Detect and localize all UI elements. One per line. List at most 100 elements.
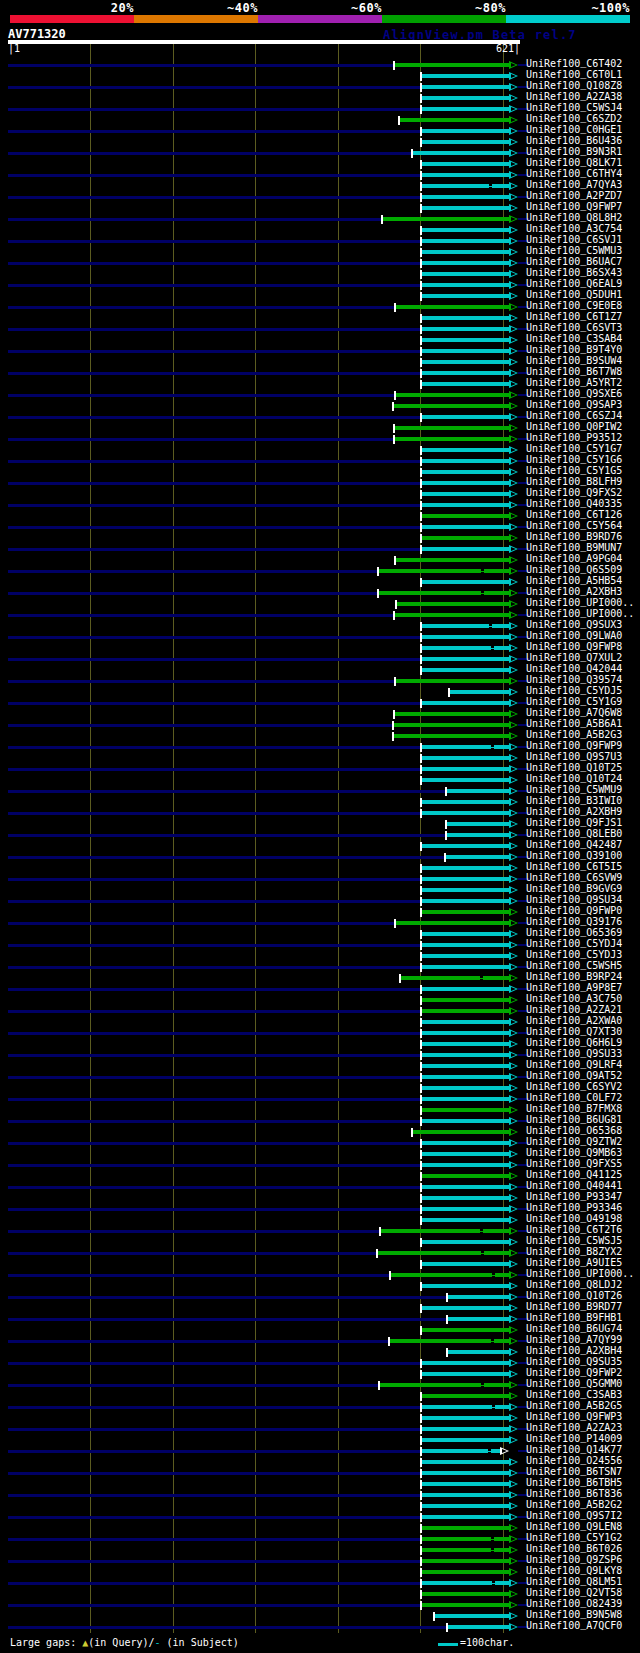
hit-label[interactable]: UniRef100_Q9ZTW2 <box>526 1137 622 1147</box>
hit-bar[interactable] <box>422 1493 509 1497</box>
hit-label[interactable]: UniRef100_A5B2G5 <box>526 1401 622 1411</box>
hit-label[interactable]: UniRef100_A5YRT2 <box>526 378 622 388</box>
hit-label[interactable]: UniRef100_C5YDJ3 <box>526 950 622 960</box>
hit-label[interactable]: UniRef100_A2ZA38 <box>526 92 622 102</box>
hit-bar[interactable] <box>394 734 509 738</box>
hit-bar[interactable] <box>395 613 509 617</box>
hit-label[interactable]: UniRef100_C9E0E8 <box>526 301 622 311</box>
hit-label[interactable]: UniRef100_C3SAB3 <box>526 1390 622 1400</box>
hit-label[interactable]: UniRef100_Q8LK71 <box>526 158 622 168</box>
hit-label[interactable]: UniRef100_C5WMU3 <box>526 246 622 256</box>
hit-bar[interactable] <box>422 1306 509 1310</box>
hit-label[interactable]: UniRef100_A2XBH9 <box>526 807 622 817</box>
hit-bar[interactable] <box>422 294 509 298</box>
hit-bar[interactable] <box>422 1075 509 1079</box>
hit-bar[interactable] <box>422 1185 509 1189</box>
hit-bar[interactable] <box>422 1031 509 1035</box>
hit-label[interactable]: UniRef100_B6UG74 <box>526 1324 622 1334</box>
hit-bar[interactable] <box>422 1119 509 1123</box>
hit-bar[interactable] <box>422 107 509 111</box>
hit-label[interactable]: UniRef100_Q9FWP8 <box>526 642 622 652</box>
hit-label[interactable]: UniRef100_Q10T24 <box>526 774 622 784</box>
hit-label[interactable]: UniRef100_B7FMX8 <box>526 1104 622 1114</box>
hit-bar[interactable] <box>422 1020 509 1024</box>
hit-bar[interactable] <box>450 690 509 694</box>
hit-bar[interactable] <box>422 547 509 551</box>
hit-label[interactable]: UniRef100_Q8LDJ2 <box>526 1280 622 1290</box>
hit-label[interactable]: UniRef100_Q9S7I2 <box>526 1511 622 1521</box>
hit-label[interactable]: UniRef100_Q9ZSP6 <box>526 1555 622 1565</box>
hit-label[interactable]: UniRef100_Q10T26 <box>526 1291 622 1301</box>
hit-bar[interactable] <box>396 305 509 309</box>
hit-bar[interactable] <box>422 646 509 650</box>
hit-label[interactable]: UniRef100_Q7XUL2 <box>526 653 622 663</box>
hit-bar[interactable] <box>422 943 509 947</box>
hit-label[interactable]: UniRef100_A7Q6W8 <box>526 708 622 718</box>
hit-label[interactable]: UniRef100_A9P8E7 <box>526 983 622 993</box>
hit-bar[interactable] <box>422 998 509 1002</box>
hit-bar[interactable] <box>422 1086 509 1090</box>
hit-label[interactable]: UniRef100_Q9FXS5 <box>526 1159 622 1169</box>
hit-label[interactable]: UniRef100_A5HB54 <box>526 576 622 586</box>
hit-bar[interactable] <box>422 932 509 936</box>
hit-label[interactable]: UniRef100_Q9S7U3 <box>526 752 622 762</box>
hit-bar[interactable] <box>422 1460 509 1464</box>
hit-label[interactable]: UniRef100_Q6H6L9 <box>526 1038 622 1048</box>
hit-bar[interactable] <box>422 184 509 188</box>
hit-label[interactable]: UniRef100_C5WSJ4 <box>526 103 622 113</box>
hit-label[interactable]: UniRef100_Q9FWP7 <box>526 202 622 212</box>
hit-bar[interactable] <box>422 503 509 507</box>
hit-label[interactable]: UniRef100_C5YDJ5 <box>526 686 622 696</box>
hit-label[interactable]: UniRef100_C6SZJ4 <box>526 411 622 421</box>
hit-bar[interactable] <box>422 1064 509 1068</box>
hit-label[interactable]: UniRef100_B9MUN7 <box>526 543 622 553</box>
hit-bar[interactable] <box>422 888 509 892</box>
hit-label[interactable]: UniRef100_C6T5I5 <box>526 862 622 872</box>
hit-label[interactable]: UniRef100_A7QCF0 <box>526 1621 622 1631</box>
hit-label[interactable]: UniRef100_Q42044 <box>526 664 622 674</box>
hit-bar[interactable] <box>422 1174 509 1178</box>
hit-label[interactable]: UniRef100_Q7XT30 <box>526 1027 622 1037</box>
hit-bar[interactable] <box>422 987 509 991</box>
hit-bar[interactable] <box>396 679 509 683</box>
hit-bar[interactable] <box>396 558 509 562</box>
hit-label[interactable]: UniRef100_A5B2G3 <box>526 730 622 740</box>
hit-bar[interactable] <box>422 261 509 265</box>
hit-bar[interactable] <box>448 1295 509 1299</box>
hit-bar[interactable] <box>447 822 509 826</box>
hit-bar[interactable] <box>422 1592 509 1596</box>
hit-bar[interactable] <box>422 1559 509 1563</box>
hit-label[interactable]: UniRef100_A5B2G2 <box>526 1500 622 1510</box>
hit-bar[interactable] <box>422 1471 509 1475</box>
hit-label[interactable]: UniRef100_Q9SU34 <box>526 895 622 905</box>
hit-bar[interactable] <box>422 316 509 320</box>
hit-bar[interactable] <box>422 1218 509 1222</box>
hit-label[interactable]: UniRef100_B9T4Y0 <box>526 345 622 355</box>
hit-label[interactable]: UniRef100_Q2VT58 <box>526 1588 622 1598</box>
hit-bar[interactable] <box>422 910 509 914</box>
hit-bar[interactable] <box>395 437 509 441</box>
hit-bar[interactable] <box>422 1427 509 1431</box>
hit-bar[interactable] <box>422 1570 509 1574</box>
hit-bar[interactable] <box>422 1416 509 1420</box>
hit-label[interactable]: UniRef100_Q39100 <box>526 851 622 861</box>
hit-bar[interactable] <box>422 1504 509 1508</box>
hit-bar[interactable] <box>422 624 509 628</box>
hit-bar[interactable] <box>422 371 509 375</box>
hit-label[interactable]: UniRef100_Q40441 <box>526 1181 622 1191</box>
hit-bar[interactable] <box>422 1515 509 1519</box>
hit-bar[interactable] <box>422 96 509 100</box>
hit-label[interactable]: UniRef100_P14009 <box>526 1434 622 1444</box>
hit-bar[interactable] <box>422 536 509 540</box>
hit-label[interactable]: UniRef100_Q9SU33 <box>526 1049 622 1059</box>
hit-bar[interactable] <box>446 855 509 859</box>
hit-bar[interactable] <box>422 1240 509 1244</box>
hit-bar[interactable] <box>447 789 509 793</box>
hit-label[interactable]: UniRef100_B6U436 <box>526 136 622 146</box>
hit-bar[interactable] <box>422 701 509 705</box>
hit-bar[interactable] <box>422 514 509 518</box>
hit-bar[interactable] <box>422 800 509 804</box>
hit-label[interactable]: UniRef100_P93512 <box>526 433 622 443</box>
hit-label[interactable]: UniRef100_A2ZA23 <box>526 1423 622 1433</box>
hit-label[interactable]: UniRef100_Q9FWP9 <box>526 741 622 751</box>
